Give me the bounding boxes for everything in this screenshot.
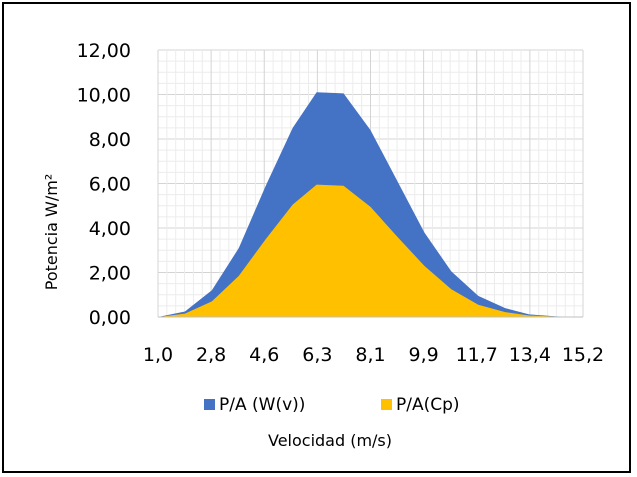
x-tick-label: 4,6 [249,344,279,366]
y-tick-label: 12,00 [77,40,131,62]
x-tick-label: 1,0 [143,344,173,366]
legend-label: P/A(Cp) [396,395,460,415]
y-tick-label: 8,00 [89,129,131,151]
y-tick-label: 10,00 [77,85,131,107]
x-axis-title: Velocidad (m/s) [268,431,392,450]
legend: P/A (W(v)) P/A(Cp) [204,395,460,415]
y-axis-title: Potencia W/m² [42,174,61,290]
y-tick-label: 4,00 [89,218,131,240]
x-tick-label: 2,8 [196,344,226,366]
legend-label: P/A (W(v)) [219,395,305,415]
x-tick-label: 8,1 [355,344,385,366]
x-tick-label: 11,7 [456,344,498,366]
x-tick-labels: 1,0 2,8 4,6 6,3 8,1 9,9 11,7 13,4 15,2 [143,344,604,366]
y-tick-labels: 0,00 2,00 4,00 6,00 8,00 10,00 12,00 [77,40,131,329]
y-tick-label: 0,00 [89,307,131,329]
legend-swatch [204,399,215,410]
series-areas [158,92,583,318]
x-tick-label: 13,4 [509,344,551,366]
y-tick-label: 6,00 [89,174,131,196]
x-tick-label: 6,3 [302,344,332,366]
x-tick-label: 15,2 [562,344,604,366]
y-tick-label: 2,00 [89,263,131,285]
legend-swatch [381,399,392,410]
series-area-2 [158,184,583,317]
x-tick-label: 9,9 [409,344,439,366]
